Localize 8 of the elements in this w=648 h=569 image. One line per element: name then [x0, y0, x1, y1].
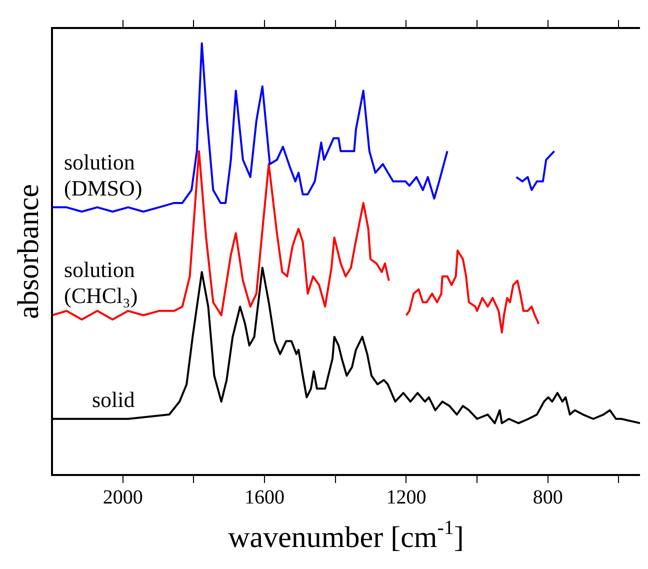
series-label: solution (CHCl₃): [64, 257, 138, 308]
series-label: solid: [92, 386, 135, 412]
x-tick-label: 1200: [386, 486, 426, 508]
x-tick-label: 1600: [244, 486, 285, 508]
x-tick-label: 800: [532, 486, 563, 508]
x-tick-label: 2000: [102, 486, 143, 508]
y-axis-title: absorbance: [12, 184, 45, 319]
series-label: solution (DMSO): [64, 149, 142, 200]
